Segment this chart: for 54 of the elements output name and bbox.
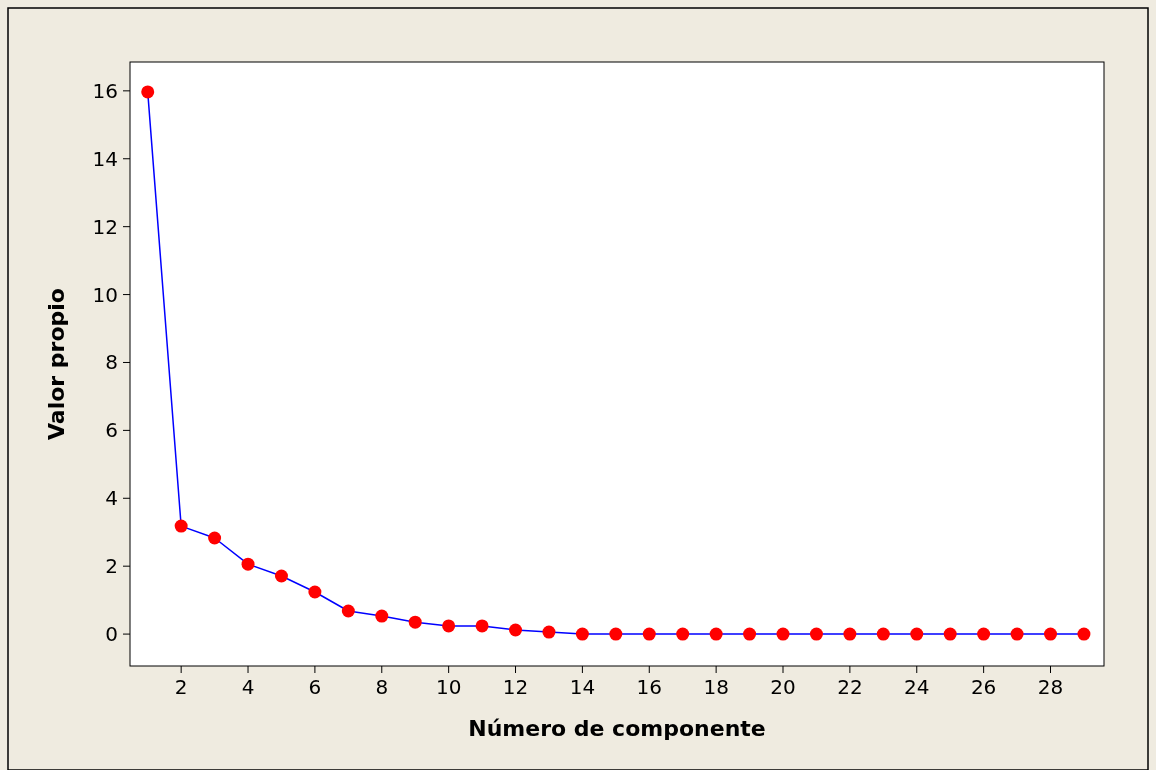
point <box>542 625 556 639</box>
point <box>943 627 957 641</box>
point <box>709 627 723 641</box>
point <box>308 585 322 599</box>
point <box>174 519 188 533</box>
point <box>509 623 523 637</box>
point <box>609 627 623 641</box>
x-tick-label: 6 <box>308 675 322 699</box>
point <box>575 627 589 641</box>
point <box>743 627 757 641</box>
x-tick-label: 20 <box>770 675 796 699</box>
y-tick-label: 4 <box>105 486 118 511</box>
point <box>408 615 422 629</box>
point <box>208 531 222 545</box>
point <box>676 627 690 641</box>
x-tick-label: 24 <box>904 675 930 699</box>
x-tick-label: 22 <box>837 675 863 699</box>
y-tick-label: 10 <box>92 282 118 307</box>
point <box>642 627 656 641</box>
y-tick-label: 8 <box>105 350 118 375</box>
x-tick-label: 8 <box>375 675 389 699</box>
x-tick-label: 28 <box>1037 675 1064 699</box>
point <box>977 627 991 641</box>
x-tick-label: 12 <box>502 675 529 699</box>
x-tick-label: 14 <box>569 675 596 699</box>
point <box>241 557 255 571</box>
point <box>274 569 288 583</box>
point <box>776 627 790 641</box>
point <box>375 609 389 623</box>
y-tick-label: 12 <box>92 214 118 239</box>
x-tick-label: 16 <box>636 675 662 699</box>
point <box>475 619 489 633</box>
x-tick-label: 10 <box>435 675 462 699</box>
y-tick-label: 16 <box>92 78 118 103</box>
point <box>442 619 456 633</box>
point <box>876 627 890 641</box>
point <box>809 627 823 641</box>
y-tick-label: 0 <box>105 622 118 647</box>
x-tick-label: 2 <box>174 675 188 699</box>
point <box>341 604 355 618</box>
y-tick-label: 14 <box>92 146 118 171</box>
y-tick-label: 2 <box>105 554 118 579</box>
point <box>843 627 857 641</box>
point <box>910 627 924 641</box>
x-tick-label: 18 <box>703 675 729 699</box>
point <box>1010 627 1024 641</box>
y-tick-label: 6 <box>105 418 118 443</box>
x-axis-title: Número de componente <box>468 716 766 741</box>
point <box>1044 627 1057 641</box>
x-tick-label: 4 <box>241 675 255 699</box>
y-axis-title: Valor propio <box>44 288 69 440</box>
point <box>1077 627 1091 641</box>
x-tick-label: 26 <box>970 675 997 699</box>
point <box>141 85 155 99</box>
